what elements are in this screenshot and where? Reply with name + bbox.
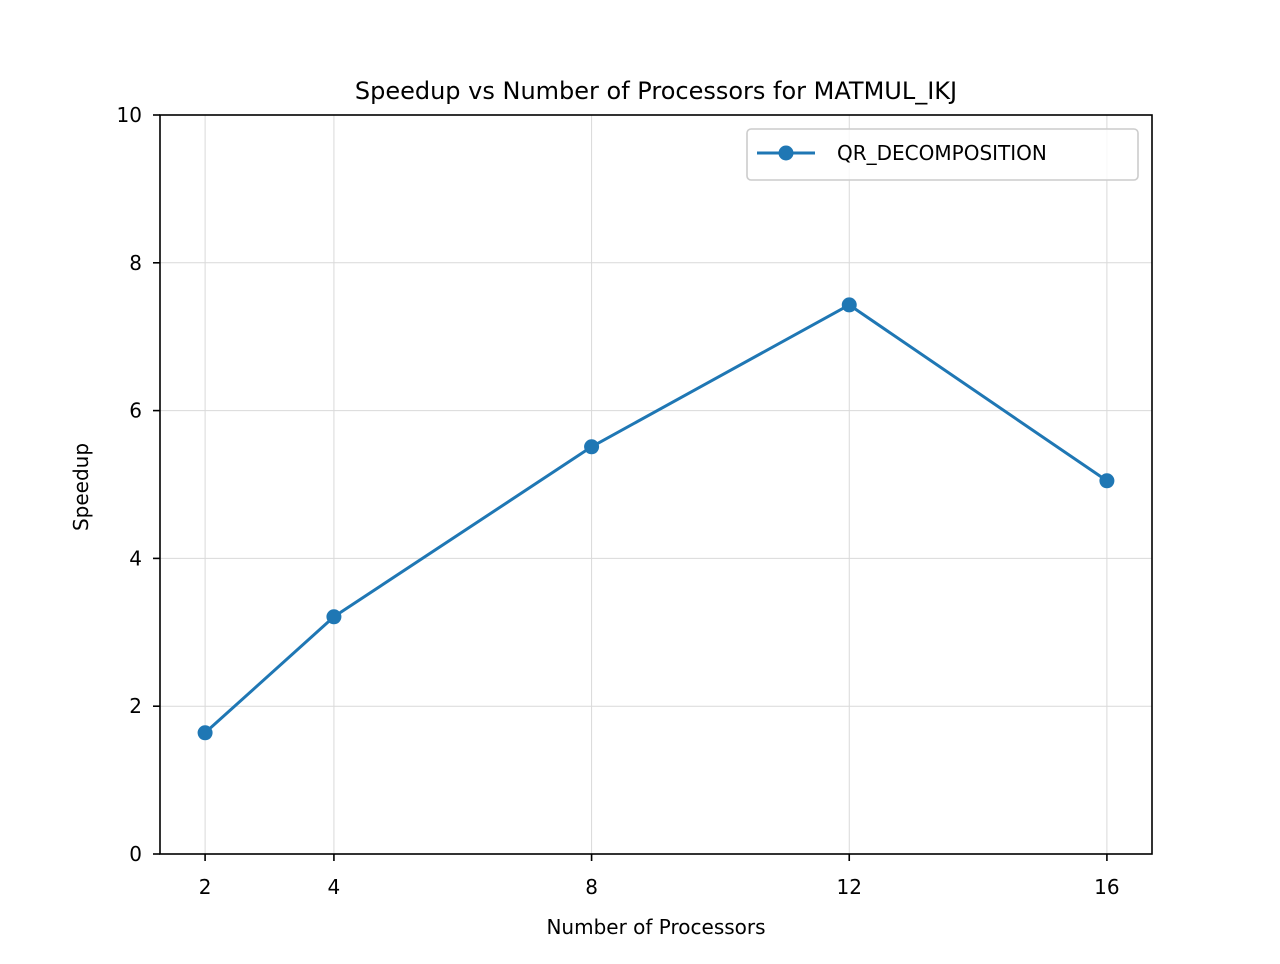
y-tick-label: 6 [129, 399, 142, 423]
x-tick-label: 16 [1094, 875, 1119, 899]
legend: QR_DECOMPOSITION [746, 128, 1139, 181]
y-tick-label: 10 [117, 103, 142, 127]
x-tick-label: 8 [585, 875, 598, 899]
y-tick-label: 0 [129, 842, 142, 866]
legend-label: QR_DECOMPOSITION [837, 141, 1047, 165]
legend-box [746, 128, 1139, 181]
y-axis-label: Speedup [69, 443, 93, 531]
chart-title: Speedup vs Number of Processors for MATM… [355, 77, 957, 105]
data-point [326, 609, 342, 625]
x-axis-ticks: 2 4 8 12 16 [199, 854, 1120, 899]
data-point [841, 297, 857, 313]
data-point [197, 725, 213, 741]
series-layer [197, 297, 1115, 741]
x-tick-label: 2 [199, 875, 212, 899]
y-tick-label: 2 [129, 694, 142, 718]
y-axis-ticks: 0 2 4 6 8 10 [117, 103, 160, 866]
x-tick-label: 12 [837, 875, 862, 899]
data-point [1099, 473, 1115, 489]
x-axis-label: Number of Processors [546, 915, 765, 939]
data-point [584, 439, 600, 455]
y-tick-label: 8 [129, 251, 142, 275]
x-tick-label: 4 [328, 875, 341, 899]
y-tick-label: 4 [129, 546, 142, 570]
legend-series-marker [778, 145, 794, 161]
plot-area-frame [159, 114, 1153, 855]
